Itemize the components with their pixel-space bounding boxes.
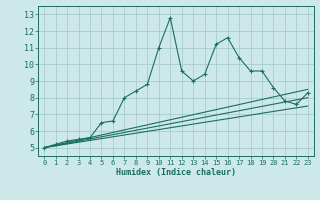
X-axis label: Humidex (Indice chaleur): Humidex (Indice chaleur) bbox=[116, 168, 236, 177]
